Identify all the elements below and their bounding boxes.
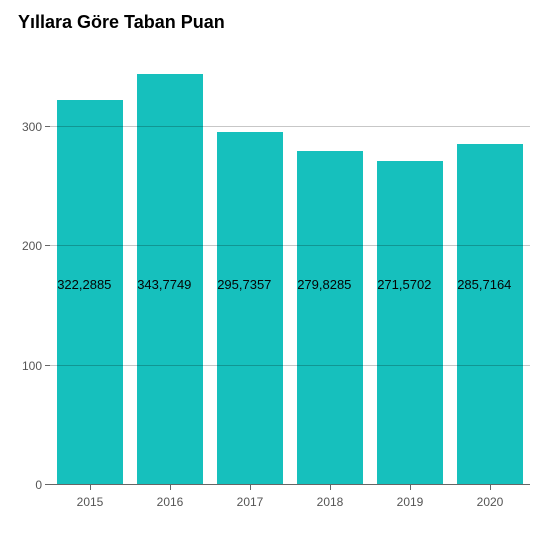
x-tick-label: 2020: [477, 495, 504, 509]
bar-value-label: 271,5702: [377, 277, 431, 292]
plot-area: 322,2885 343,7749 295,7357 279,8285 271,5702…: [50, 55, 530, 485]
bar-value-label: 279,8285: [297, 277, 351, 292]
x-tick-label: 2016: [157, 495, 184, 509]
grid-line: [50, 245, 530, 246]
x-tick-mark: [490, 485, 491, 490]
bars-layer: 322,2885 343,7749 295,7357 279,8285 271,5702…: [50, 55, 530, 485]
bar: [377, 161, 443, 485]
bar: [217, 132, 283, 485]
x-axis-baseline: [50, 484, 530, 485]
bar: [57, 100, 123, 485]
chart-container: Yıllara Göre Taban Puan 322,2885 343,7749…: [0, 0, 550, 550]
bar: [297, 151, 363, 485]
x-tick-mark: [330, 485, 331, 490]
y-tick-label: 100: [22, 359, 42, 373]
y-tick-label: 0: [35, 478, 42, 492]
y-tick-label: 300: [22, 120, 42, 134]
y-tick-mark: [45, 484, 50, 485]
y-tick-mark: [45, 126, 50, 127]
x-tick-mark: [170, 485, 171, 490]
grid-line: [50, 126, 530, 127]
bar-value-label: 285,7164: [457, 277, 511, 292]
y-tick-mark: [45, 365, 50, 366]
chart-title: Yıllara Göre Taban Puan: [18, 12, 225, 33]
bar-value-label: 322,2885: [57, 277, 111, 292]
x-tick-label: 2015: [77, 495, 104, 509]
y-tick-mark: [45, 245, 50, 246]
x-tick-label: 2019: [397, 495, 424, 509]
x-tick-mark: [90, 485, 91, 490]
y-tick-label: 200: [22, 239, 42, 253]
x-tick-mark: [410, 485, 411, 490]
grid-line: [50, 365, 530, 366]
x-tick-label: 2018: [317, 495, 344, 509]
bar-value-label: 343,7749: [137, 277, 191, 292]
bar-value-label: 295,7357: [217, 277, 271, 292]
x-tick-label: 2017: [237, 495, 264, 509]
x-tick-mark: [250, 485, 251, 490]
bar: [457, 144, 523, 485]
